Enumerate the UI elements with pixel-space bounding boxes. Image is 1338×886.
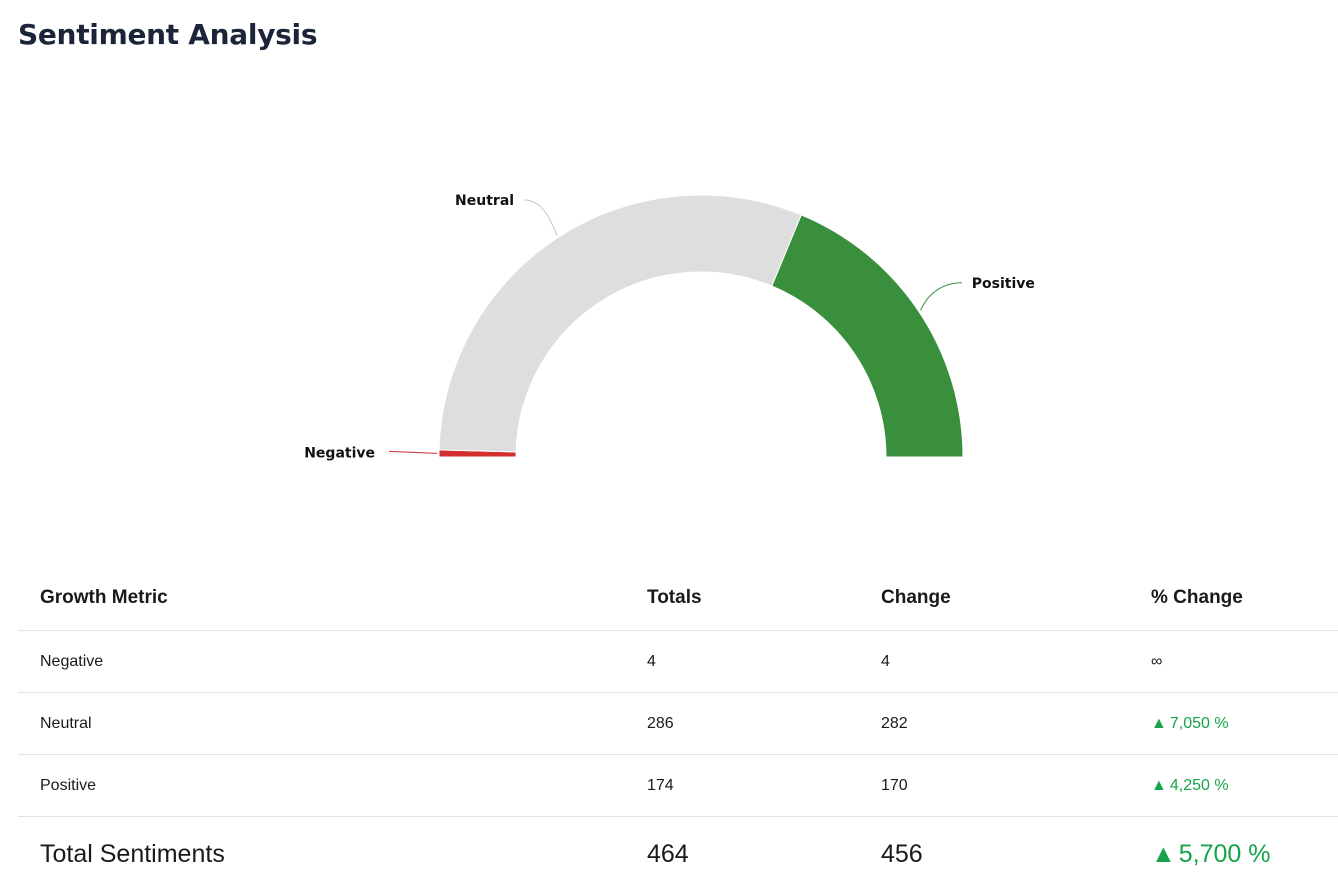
leader-line-negative (388, 450, 438, 454)
up-arrow-icon: ▲ (1151, 714, 1167, 732)
slice-label-negative: Negative (304, 445, 375, 461)
header-totals: Totals (647, 566, 881, 631)
pct-change-up: ▲ 5,700 % (1151, 840, 1271, 868)
table-row-total: Total Sentiments 464 456 ▲ 5,700 % (18, 817, 1338, 886)
metric-change: 4 (881, 630, 1151, 693)
header-change: Change (881, 566, 1151, 631)
header-growth-metric: Growth Metric (18, 566, 647, 631)
pct-value: ∞ (1151, 652, 1163, 670)
pct-value: 5,700 % (1178, 839, 1271, 868)
slice-label-positive: Positive (972, 276, 1035, 292)
metric-total: 286 (647, 692, 881, 755)
total-pct-change: ▲ 5,700 % (1151, 817, 1338, 886)
metric-pct-change: ∞ (1151, 630, 1338, 693)
table-row-positive: Positive 174 170 ▲ 4,250 % (18, 754, 1338, 817)
header-pct-change: % Change (1151, 566, 1338, 631)
metric-change: 170 (881, 754, 1151, 817)
metric-name: Positive (18, 754, 647, 817)
metric-change: 282 (881, 692, 1151, 755)
table-row-neutral: Neutral 286 282 ▲ 7,050 % (18, 692, 1338, 755)
pct-change-up: ▲ 7,050 % (1151, 715, 1229, 732)
slice-neutral (438, 194, 802, 453)
slice-label-neutral: Neutral (455, 193, 514, 209)
metric-total: 4 (647, 630, 881, 693)
metric-name: Negative (18, 630, 647, 693)
sentiment-chart: Negative Neutral Positive (0, 100, 1338, 520)
metric-pct-change: ▲ 4,250 % (1151, 754, 1338, 817)
pct-value: 7,050 % (1169, 714, 1229, 732)
table-row-negative: Negative 4 4 ∞ (18, 630, 1338, 693)
total-value: 464 (647, 839, 689, 868)
sentiment-semi-donut: Negative Neutral Positive (304, 193, 1035, 461)
pct-change-up: ▲ 4,250 % (1151, 777, 1229, 794)
metric-pct-change: ▲ 7,050 % (1151, 692, 1338, 755)
up-arrow-icon: ▲ (1151, 776, 1167, 794)
up-arrow-icon: ▲ (1151, 839, 1176, 868)
table-header-row: Growth Metric Totals Change % Change (18, 566, 1338, 631)
total-label: Total Sentiments (40, 839, 225, 868)
slice-positive (771, 214, 964, 458)
metric-total: 174 (647, 754, 881, 817)
total-change: 456 (881, 839, 923, 868)
pct-value: 4,250 % (1169, 776, 1229, 794)
page-title: Sentiment Analysis (18, 18, 318, 51)
growth-metrics-table: Growth Metric Totals Change % Change Neg… (18, 566, 1338, 886)
metric-name: Neutral (18, 692, 647, 755)
leader-line-neutral (524, 199, 558, 236)
leader-line-positive (920, 282, 962, 311)
